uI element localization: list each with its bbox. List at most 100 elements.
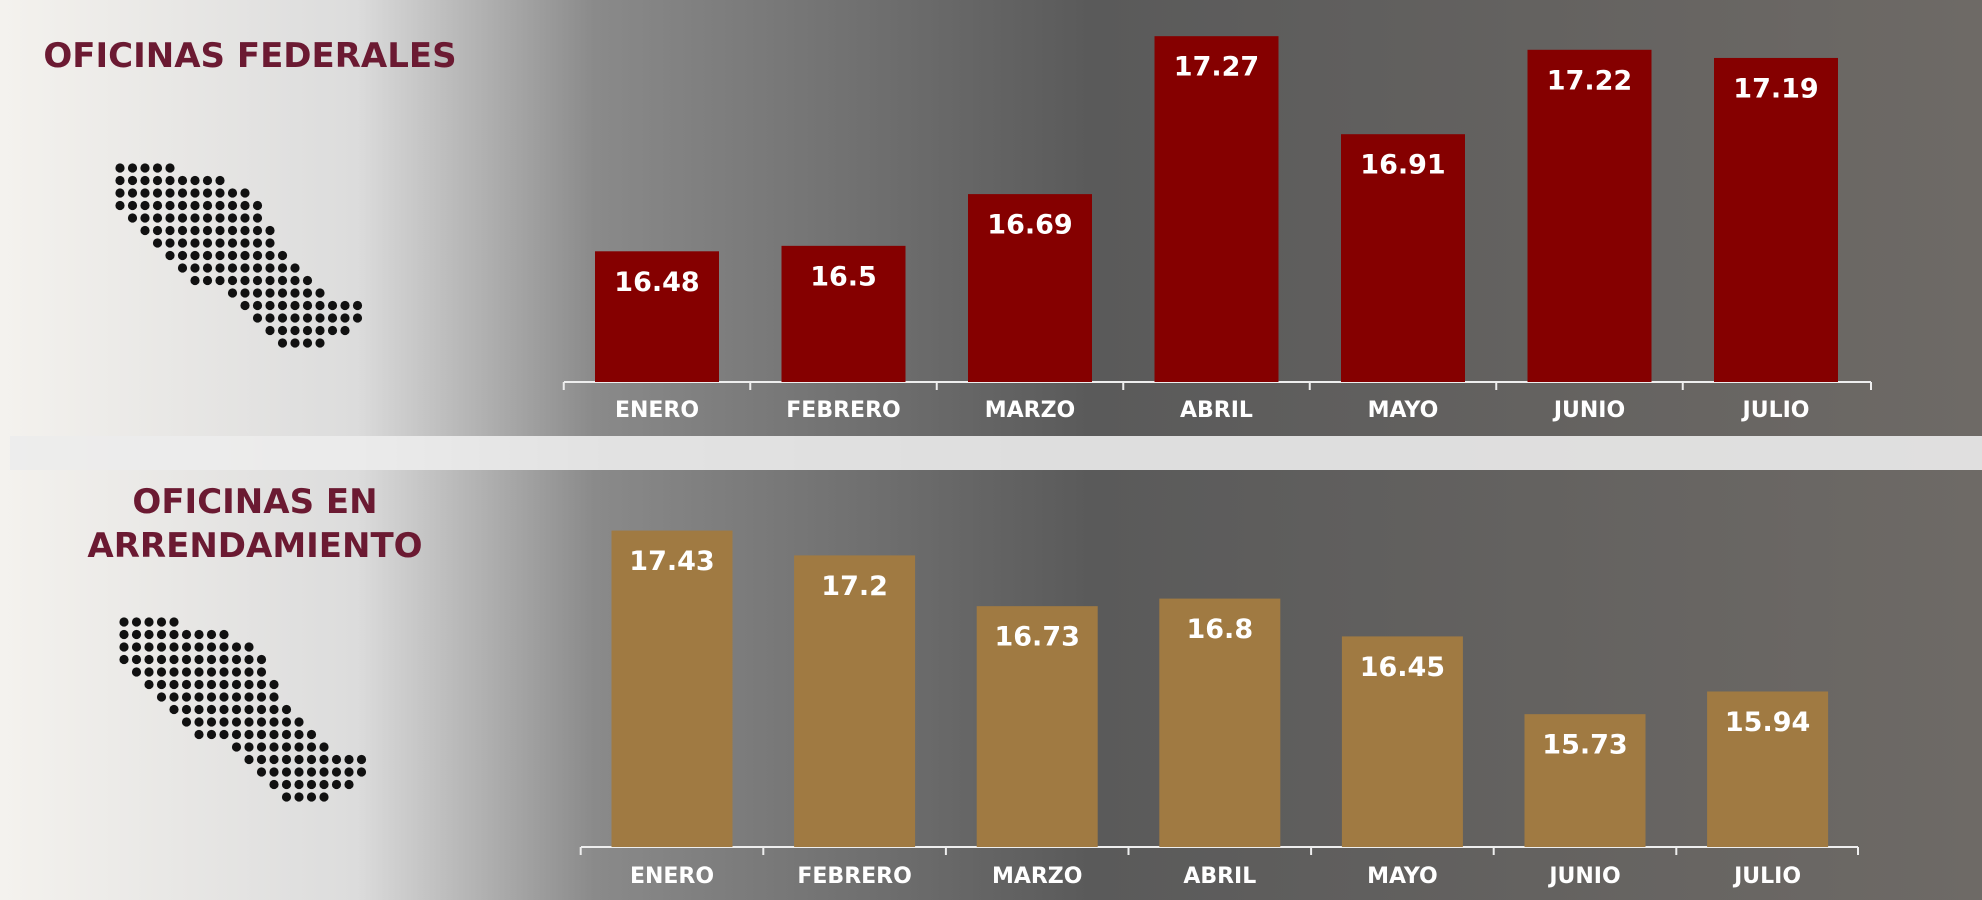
map-dot [307, 767, 316, 776]
map-dot [257, 730, 266, 739]
map-dot [169, 617, 178, 626]
map-dot [253, 288, 262, 297]
map-dot [119, 655, 128, 664]
map-dot [328, 313, 337, 322]
map-dot [290, 313, 299, 322]
map-dot [128, 176, 137, 185]
map-dot [165, 213, 174, 222]
map-dot [228, 263, 237, 272]
map-dot [165, 238, 174, 247]
map-dot [207, 730, 216, 739]
map-dot [315, 301, 324, 310]
map-dot [169, 630, 178, 639]
map-dot [140, 188, 149, 197]
map-dot [182, 642, 191, 651]
map-dot [165, 226, 174, 235]
map-dot [319, 792, 328, 801]
map-dot [169, 692, 178, 701]
map-dot [165, 176, 174, 185]
map-dot [278, 326, 287, 335]
map-dot [182, 717, 191, 726]
map-dot [244, 642, 253, 651]
map-dot [319, 780, 328, 789]
map-dot [140, 176, 149, 185]
map-dot [182, 692, 191, 701]
map-dot [219, 630, 228, 639]
map-dot [157, 655, 166, 664]
map-dot [128, 201, 137, 210]
map-dot [269, 680, 278, 689]
map-dot [265, 238, 274, 247]
map-dot [203, 176, 212, 185]
map-dot [290, 263, 299, 272]
map-dot [240, 201, 249, 210]
map-dot [240, 251, 249, 260]
map-dot [269, 717, 278, 726]
map-dot [153, 238, 162, 247]
map-dot [265, 301, 274, 310]
map-dot [207, 705, 216, 714]
map-dot [232, 717, 241, 726]
value-label: 17.2 [821, 571, 888, 602]
map-dot [244, 742, 253, 751]
value-label: 16.45 [1360, 652, 1445, 683]
map-dot [290, 326, 299, 335]
map-dot [157, 642, 166, 651]
map-dot [344, 767, 353, 776]
map-dot [228, 188, 237, 197]
x-tick-label: MAYO [1368, 398, 1439, 423]
map-dot [140, 163, 149, 172]
map-dot [257, 705, 266, 714]
map-dot [244, 717, 253, 726]
map-dot [340, 313, 349, 322]
map-dot [182, 655, 191, 664]
map-dot [128, 213, 137, 222]
map-dot [307, 742, 316, 751]
map-dot [294, 717, 303, 726]
map-dot [144, 642, 153, 651]
x-tick-label: MARZO [985, 398, 1076, 423]
x-tick-label: ABRIL [1183, 864, 1256, 889]
value-label: 15.94 [1725, 707, 1810, 738]
map-dot [165, 251, 174, 260]
map-dot [144, 680, 153, 689]
map-dot [332, 767, 341, 776]
map-dot [190, 263, 199, 272]
map-dot [194, 730, 203, 739]
bar [1714, 58, 1838, 382]
map-dot [144, 617, 153, 626]
map-dot [294, 730, 303, 739]
map-dot [207, 630, 216, 639]
map-dot [232, 692, 241, 701]
map-dot [303, 301, 312, 310]
map-dot [132, 642, 141, 651]
map-dot [319, 767, 328, 776]
map-dot [169, 667, 178, 676]
map-dot [269, 730, 278, 739]
value-label: 17.22 [1547, 65, 1632, 96]
map-dot [165, 201, 174, 210]
infographic: 16.48ENERO16.5FEBRERO16.69MARZO17.27ABRI… [0, 0, 1982, 900]
map-dot [282, 792, 291, 801]
map-dot [282, 767, 291, 776]
map-dot [257, 667, 266, 676]
map-dot [257, 680, 266, 689]
map-dot [257, 692, 266, 701]
map-dot [253, 276, 262, 285]
map-dot [232, 705, 241, 714]
map-dot [119, 617, 128, 626]
map-dot [228, 213, 237, 222]
map-dot [115, 201, 124, 210]
map-dot [144, 655, 153, 664]
x-tick-label: JULIO [1741, 398, 1810, 423]
map-dot [190, 238, 199, 247]
map-dot [153, 201, 162, 210]
map-dot [294, 792, 303, 801]
map-dot [244, 730, 253, 739]
map-dot [228, 276, 237, 285]
map-dot [228, 201, 237, 210]
map-dot [194, 680, 203, 689]
map-dot [219, 692, 228, 701]
separator [10, 436, 1982, 470]
map-dot [169, 680, 178, 689]
